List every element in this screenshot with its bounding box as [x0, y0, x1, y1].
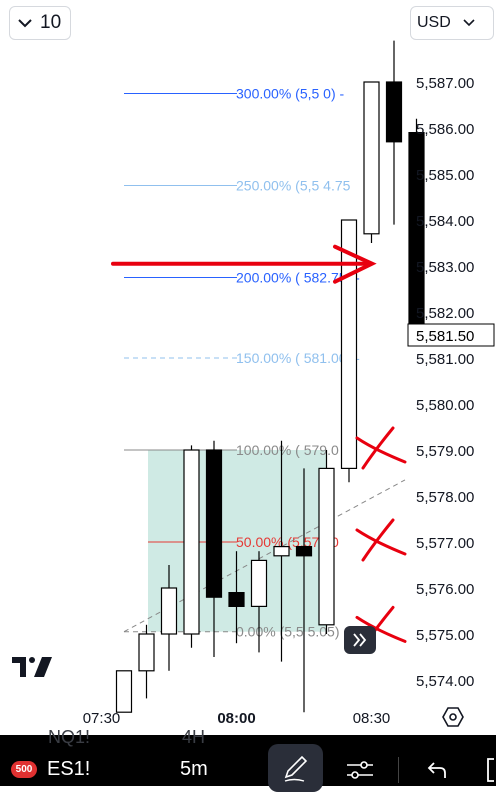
time-axis: 07:30 08:00 08:30	[83, 710, 391, 727]
candle-body	[250, 559, 268, 608]
last-price-box	[407, 323, 495, 347]
candle-body	[183, 449, 200, 635]
bottom-toolbar: NQ1! 4H 500 ES1! 5m	[0, 727, 496, 792]
interval-dropdown[interactable]: 10	[9, 6, 71, 40]
annotations	[111, 244, 407, 649]
candle-body	[340, 219, 358, 469]
candle	[363, 81, 380, 243]
candle	[160, 565, 178, 671]
price-axis: 5,574.00 5,575.00 5,576.00 5,577.00 5,578.00…	[407, 75, 495, 690]
candle-body	[228, 591, 245, 607]
candle-body	[138, 633, 155, 672]
fib-extension-levels: 300.00% (5,5 0) - 250.00% (5,5 4.75 200.00…	[124, 86, 360, 640]
price-tick-label: 5,576.00	[416, 581, 474, 598]
price-tick-label: 5,577.00	[416, 535, 474, 552]
currency-dropdown[interactable]: USD	[410, 6, 494, 40]
candle	[273, 440, 290, 662]
candle-body	[205, 449, 223, 598]
timeframe-button[interactable]: 5m	[180, 758, 208, 780]
chevron-down-icon	[463, 19, 475, 27]
symbol-badge: 500	[11, 761, 37, 778]
candles	[115, 40, 425, 713]
red-x-stroke	[355, 615, 407, 643]
fib-level-label: 300.00% (5,5 0) -	[236, 86, 345, 102]
candle	[385, 40, 403, 225]
price-tick-label: 5,578.00	[416, 489, 474, 506]
price-tick-label: 5,574.00	[416, 673, 474, 690]
chevron-down-icon	[18, 19, 32, 28]
candle-body	[385, 81, 403, 143]
price-tick-label: 5,587.00	[416, 75, 474, 92]
candle	[115, 670, 133, 713]
candle-body	[363, 81, 380, 235]
last-price-label: 5,581.50	[416, 328, 474, 345]
candle-body	[115, 670, 133, 713]
price-tick-label: 5,579.00	[416, 443, 474, 460]
fib-level-label: 100.00% ( 579.0	[236, 442, 339, 458]
price-tick-label: 5,581.00	[416, 351, 474, 368]
hexagon-settings-icon[interactable]	[442, 707, 464, 727]
candle-body	[295, 545, 313, 557]
red-arrow-head	[333, 244, 377, 284]
toolbar-divider	[398, 757, 399, 783]
fib-level-label: 50.00% (5,577.0	[236, 534, 339, 550]
candle	[228, 551, 245, 644]
fib-level-label: 0.00% (5,5 5.05) -	[236, 624, 348, 640]
price-tick-label: 5,586.00	[416, 121, 474, 138]
candle	[318, 450, 335, 634]
candle	[340, 219, 358, 483]
fib-level-label: 200.00% ( 582.75) -	[236, 270, 360, 286]
price-chart[interactable]: 300.00% (5,5 0) - 250.00% (5,5 4.75 200.00…	[0, 0, 496, 735]
currency-label: USD	[417, 14, 451, 31]
price-tick-label: 5,583.00	[416, 259, 474, 276]
candle-body	[273, 545, 290, 557]
double-chevron-right-icon[interactable]	[344, 626, 376, 654]
fib-level-label: 250.00% (5,5 4.75	[236, 178, 351, 194]
symbol-button[interactable]: ES1!	[47, 758, 91, 780]
undo-icon[interactable]	[426, 759, 448, 779]
time-tick-label: 08:30	[353, 710, 391, 727]
candle-body	[318, 467, 335, 626]
red-x-stroke	[361, 426, 395, 470]
candle-body	[160, 587, 178, 635]
drawing-tools-button[interactable]	[268, 744, 323, 792]
pencil-icon	[284, 755, 308, 782]
price-tick-label: 5,584.00	[416, 213, 474, 230]
candle	[408, 118, 425, 336]
tradingview-logo	[12, 657, 52, 677]
candle	[250, 551, 268, 653]
time-tick-label: 08:00	[217, 710, 255, 727]
interval-label: 10	[40, 12, 62, 33]
price-tick-label: 5,580.00	[416, 397, 474, 414]
sliders-icon[interactable]	[345, 759, 375, 781]
price-tick-label: 5,582.00	[416, 305, 474, 322]
fib-level-label: 150.00% ( 581.00) -	[236, 350, 360, 366]
price-tick-label: 5,585.00	[416, 167, 474, 184]
expand-icon[interactable]	[486, 757, 496, 783]
candle	[205, 440, 223, 657]
red-x-stroke	[355, 436, 407, 464]
red-x-stroke	[355, 528, 407, 556]
candle	[183, 445, 200, 648]
time-tick-label: 07:30	[83, 710, 121, 727]
candle	[138, 624, 155, 699]
previous-timeframe-ghost: 4H	[182, 727, 206, 747]
previous-symbol-ghost: NQ1!	[48, 727, 91, 747]
red-x-stroke	[361, 518, 395, 562]
price-tick-label: 5,575.00	[416, 627, 474, 644]
candle	[295, 468, 313, 713]
